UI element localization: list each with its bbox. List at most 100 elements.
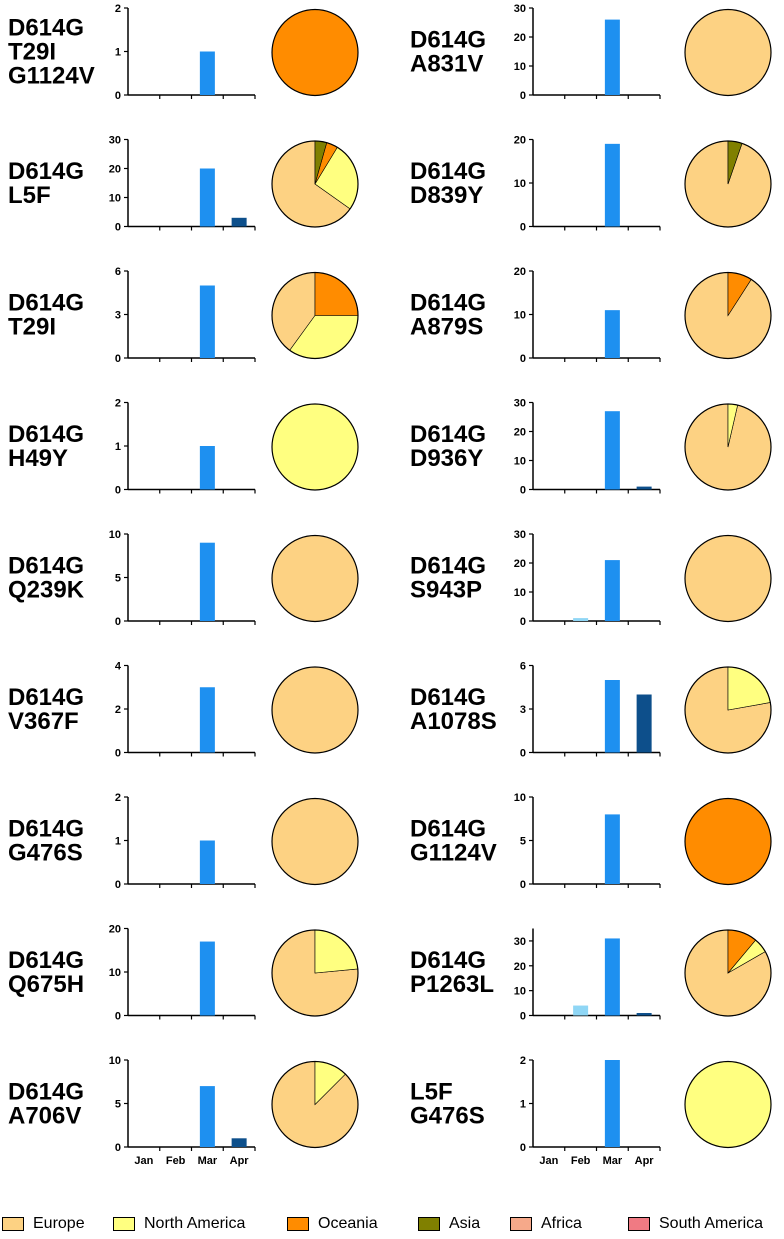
panel-4-y-tick-label: 10 [109,529,121,541]
panel-12-label-line: D614G [410,421,486,448]
panel-14-y-tick-label: 3 [520,704,526,716]
panel-1-y-tick-label: 10 [109,193,121,205]
legend-swatch-africa [510,1217,532,1231]
panel-10-y-tick-label: 20 [514,135,526,147]
panel-12-pie-outline [684,403,772,491]
panel-13-pie-outline [684,534,772,623]
panel-15-label-line: D614G [410,816,486,843]
legend: Europe North America Oceania Asia Africa… [0,1212,784,1236]
panel-1-label-line: L5F [8,182,51,209]
panel-0-label-line: D614G [8,15,84,42]
panel-3-label-line: H49Y [8,445,68,472]
panel-15-pie-slice-oceania [685,798,771,885]
panel-11-bar-mar [604,310,620,358]
panel-12-label-line: D936Y [410,445,483,472]
panel-1-label-line: D614G [8,158,84,185]
panel-7-label-line: Q675H [8,971,84,998]
legend-swatch-asia [418,1217,440,1231]
panel-17-y-tick-label: 0 [520,1142,526,1154]
panel-9-y-tick-label: 30 [514,3,526,15]
legend-item-africa: Africa [510,1212,582,1236]
panel-4-pie-slice-europe [272,535,358,622]
panel-7-bar-mar [199,941,215,1016]
legend-swatch-europe [2,1217,24,1231]
panel-17-month-label: Feb [571,1155,591,1167]
panel-4-label-line: D614G [8,553,84,580]
panel-2-label-line: D614G [8,290,84,317]
panel-13-y-tick-label: 20 [514,558,526,570]
panel-11-label-line: D614G [410,290,486,317]
panel-9-y-tick-label: 10 [514,61,526,73]
panel-2-y-tick-label: 6 [115,266,121,278]
legend-item-oceania: Oceania [287,1212,378,1236]
panel-13-bar-mar [604,560,620,621]
panel-17-label-line: L5F [410,1079,453,1106]
panel-3-y-tick-label: 0 [115,485,121,497]
panel-7-label-line: D614G [8,947,84,974]
panel-14-label-line: D614G [410,684,486,711]
panel-17-label-line: G476S [410,1103,485,1130]
panel-5-y-tick-label: 0 [115,748,121,760]
panel-6-pie-slice-europe [272,798,358,885]
panel-7-pie-outline [271,929,359,1017]
panel-3-bar-mar [199,446,215,490]
panel-5-label-line: D614G [8,684,84,711]
panel-17-pie-outline [684,1060,772,1149]
panel-15-y-tick-label: 0 [520,879,526,891]
panel-2-y-tick-label: 3 [115,310,121,322]
panel-3-pie-slice-north-america [272,404,358,490]
panel-3-y-tick-label: 1 [115,441,121,453]
panel-16-label-line: D614G [410,947,486,974]
panel-0-pie-slice-oceania [272,9,358,96]
panel-17-y-tick-label: 2 [520,1055,526,1067]
panel-8-month-label: Feb [166,1155,186,1167]
panel-14-pie-slice-north-america [727,666,771,711]
panel-12-y-tick-label: 20 [514,427,526,439]
panel-12-bar-mar [604,411,620,490]
panel-0-label-line: G1124V [8,63,95,90]
panel-1-y-tick-label: 20 [109,164,121,176]
panel-9-label-line: A831V [410,51,483,78]
panel-15-y-tick-label: 10 [514,792,526,804]
panel-16-bar-apr [636,1013,652,1016]
panel-17-month-label: Jan [539,1155,558,1167]
panel-16-y-tick-label: 0 [520,1011,526,1023]
panel-9-pie-outline [684,8,772,97]
panel-10-y-tick-label: 10 [514,178,526,190]
legend-label-europe: Europe [33,1215,85,1232]
panel-0-bar-mar [199,51,215,95]
panel-9-label-line: D614G [410,27,486,54]
panel-16-bar-feb [573,1005,589,1016]
panel-8-month-label: Jan [134,1155,153,1167]
panel-3-pie-outline [271,403,359,491]
legend-label-north-america: North America [144,1215,246,1232]
panel-6-y-tick-label: 2 [115,792,121,804]
panel-0-y-tick-label: 1 [115,47,121,59]
panel-8-pie-outline [271,1060,359,1149]
panel-0-y-tick-label: 2 [115,3,121,15]
panel-14-label-line: A1078S [410,708,497,735]
panel-8-y-tick-label: 5 [115,1099,121,1111]
panel-0-label-line: T29I [8,39,56,66]
panel-8-y-tick-label: 10 [109,1055,121,1067]
panel-6-bar-mar [199,840,215,884]
panel-9-y-tick-label: 0 [520,90,526,102]
panel-1-y-tick-label: 0 [115,222,121,234]
panel-1-bar-apr [231,217,247,227]
panel-16-pie-outline [684,929,772,1017]
panel-13-y-tick-label: 0 [520,616,526,628]
legend-label-oceania: Oceania [318,1215,378,1232]
panel-17-bar-mar [604,1060,620,1147]
panel-6-y-tick-label: 0 [115,879,121,891]
legend-swatch-south-america [628,1217,650,1231]
panel-4-label-line: Q239K [8,577,85,604]
panel-5-y-tick-label: 4 [115,661,122,673]
panel-10-label-line: D614G [410,158,486,185]
legend-item-europe: Europe [2,1212,85,1236]
panel-4-y-tick-label: 5 [115,573,121,585]
panel-13-y-tick-label: 10 [514,587,526,599]
panel-1-bar-mar [199,168,215,227]
legend-label-africa: Africa [541,1215,582,1232]
panel-10-label-line: D839Y [410,182,483,209]
